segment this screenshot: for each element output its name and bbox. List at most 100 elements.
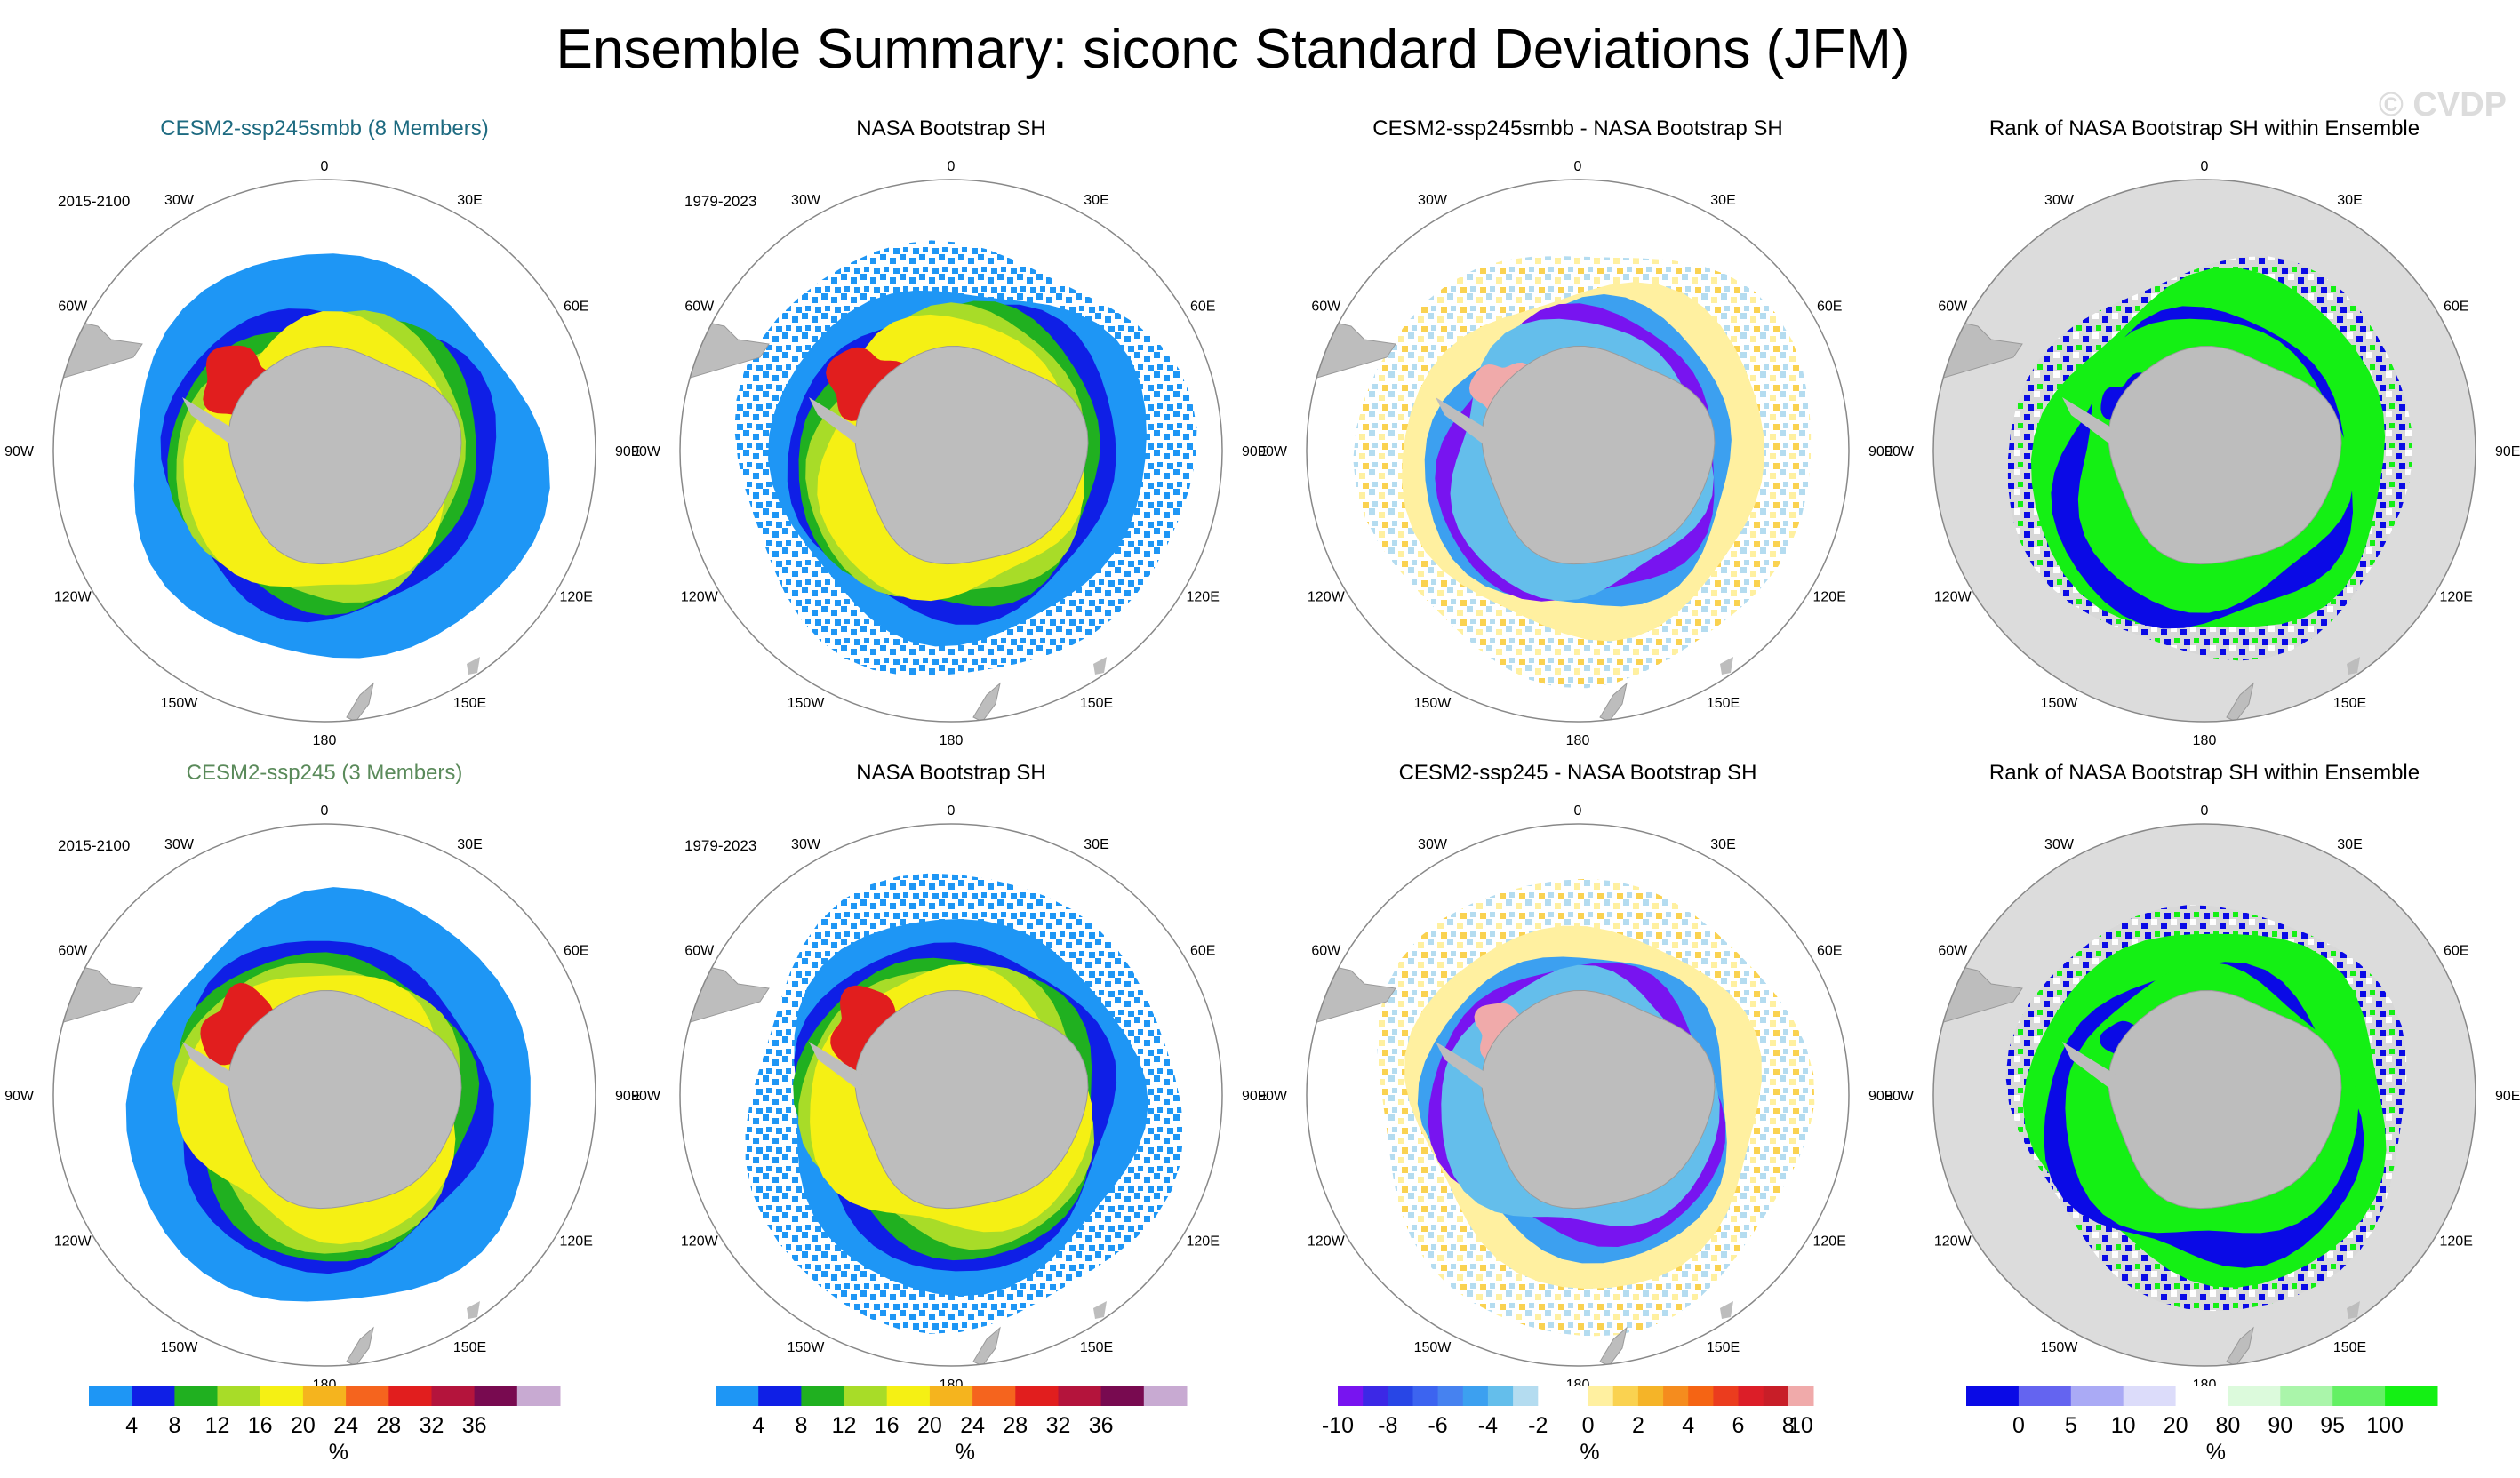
colorbar-swatch [1688,1386,1714,1406]
colorbar-tick-label: 20 [2164,1413,2188,1438]
longitude-label: 0 [1574,159,1582,174]
longitude-label: 90W [4,1089,35,1104]
colorbar-units: % [329,1440,348,1465]
colorbar-tick-label: 8 [795,1413,807,1438]
panel-title: Rank of NASA Bootstrap SH within Ensembl… [1989,116,2420,140]
colorbar-swatch [716,1386,759,1406]
longitude-label: 150E [453,696,486,711]
longitude-label: 150W [788,696,826,711]
longitude-label: 90E [2495,1089,2520,1104]
colorbar-swatch [516,1386,561,1406]
longitude-label: 90W [1258,1089,1288,1104]
colorbar-tick-label: 100 [2366,1413,2404,1438]
colorbar-swatch [302,1386,347,1406]
longitude-label: 90E [1868,1089,1893,1104]
colorbar-units: % [2206,1440,2226,1465]
colorbar-swatch [2018,1386,2072,1406]
antarctica-landmass [2108,345,2342,565]
period-label: 2015-2100 [58,193,130,210]
antarctic-peninsula [182,1042,244,1099]
longitude-label: 150W [2041,696,2079,711]
longitude-label: 120E [1813,1234,1846,1250]
colorbar-tick-label: 10 [2111,1413,2136,1438]
colorbar-swatch [1663,1386,1689,1406]
panel-title: CESM2-ssp245 - NASA Bootstrap SH [1399,761,1757,785]
longitude-label: 60W [1938,944,1968,959]
colorbar-swatch [1713,1386,1740,1406]
colorbar-tick-label: 5 [2065,1413,2077,1438]
longitude-label: 180 [940,733,964,748]
longitude-label: 90W [1258,444,1288,459]
longitude-label: 0 [1574,803,1582,819]
longitude-label: 120E [1813,590,1846,605]
colorbar-swatch [1588,1386,1614,1406]
antarctic-peninsula [1436,397,1498,455]
longitude-label: 120W [681,590,719,605]
colorbar-swatch [1363,1386,1388,1406]
longitude-label: 30E [2337,193,2362,208]
panel-title: CESM2-ssp245smbb - NASA Bootstrap SH [1372,116,1783,140]
longitude-label: 60E [564,944,588,959]
colorbar-swatch [1612,1386,1639,1406]
map-boundary [1932,179,2476,723]
colorbar-tick-label: 24 [960,1413,985,1438]
colorbar-tick-label: 16 [875,1413,900,1438]
colorbar-tick-label: 8 [168,1413,180,1438]
antarctic-peninsula [2062,397,2124,455]
longitude-label: 150W [1414,696,1452,711]
longitude-label: 30W [2044,837,2075,852]
colorbar-tick-label: -6 [1428,1413,1447,1438]
longitude-label: 180 [1566,733,1590,748]
longitude-label: 120W [681,1234,719,1250]
map-boundary [1306,823,1850,1367]
tasmania-landmass [2347,657,2360,675]
period-label: 1979-2023 [684,837,756,854]
longitude-label: 30W [164,837,195,852]
map-panel: Rank of NASA Bootstrap SH within Ensembl… [1884,116,2520,748]
longitude-label: 150E [2333,1340,2366,1355]
colorbar: -10 -8 -6 -4 -2 0 2 4 6 810% [1322,1386,1814,1465]
colorbar-units: % [956,1440,975,1465]
colorbar-swatch [2280,1386,2333,1406]
panel-title: CESM2-ssp245smbb (8 Members) [160,116,488,140]
longitude-label: 0 [948,159,956,174]
longitude-label: 30W [1418,193,1448,208]
longitude-label: 150W [788,1340,826,1355]
longitude-label: 0 [948,803,956,819]
longitude-label: 120W [54,1234,92,1250]
longitude-label: 30E [2337,837,2362,852]
longitude-label: 150W [161,696,199,711]
antarctic-peninsula [182,397,244,455]
colorbar-tick-label: 28 [376,1413,401,1438]
colorbar-row: 4 8 12 16 20 24 28 32 36%4 8 12 16 20 24 28 32 36%-10 -8-… [89,1386,2438,1465]
colorbar-tick-label: 6 [1732,1413,1745,1438]
colorbar-tick-label: 28 [1003,1413,1028,1438]
panel-title: CESM2-ssp245 (3 Members) [187,761,463,785]
antarctic-peninsula [809,397,871,455]
tasmania-landmass [1720,657,1733,675]
colorbar-swatch [758,1386,802,1406]
longitude-label: 120E [2440,590,2473,605]
map-boundary [52,179,596,723]
antarctic-peninsula [2062,1042,2124,1099]
longitude-label: 60W [1938,300,1968,315]
colorbar-swatch [2228,1386,2281,1406]
longitude-label: 30E [457,837,482,852]
longitude-label: 0 [2201,159,2209,174]
longitude-label: 60E [2444,300,2468,315]
colorbar-swatch [1637,1386,1664,1406]
colorbar-tick-label: 80 [2215,1413,2240,1438]
colorbar: 4 8 12 16 20 24 28 32 36% [89,1386,561,1465]
colorbar-tick-label: 12 [205,1413,230,1438]
colorbar-tick-label: 10 [1788,1413,1813,1438]
colorbar-tick-label: 36 [1089,1413,1114,1438]
sea-ice-field [57,253,550,722]
longitude-label: 90E [1242,1089,1267,1104]
longitude-label: 60W [1311,944,1341,959]
longitude-label: 90W [631,1089,661,1104]
longitude-label: 30E [1710,193,1735,208]
colorbar-tick-label: -10 [1322,1413,1354,1438]
colorbar-swatch [1437,1386,1464,1406]
longitude-label: 0 [2201,803,2209,819]
longitude-label: 180 [2193,733,2217,748]
